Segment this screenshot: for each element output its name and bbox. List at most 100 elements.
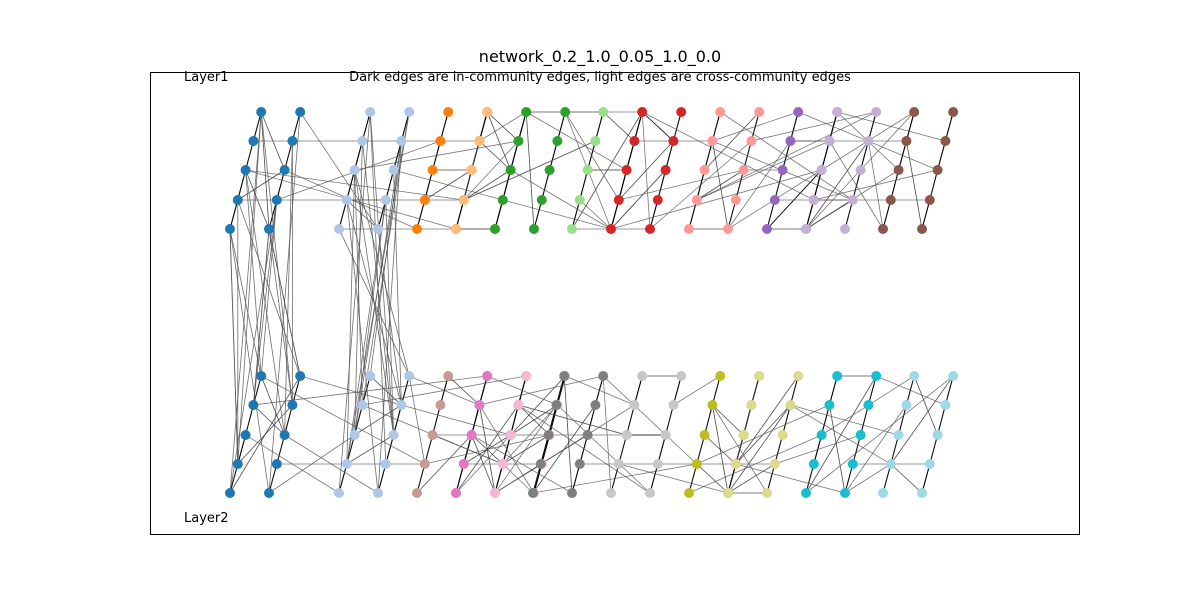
network-node [738,165,749,175]
cross-community-edge [424,434,550,465]
network-node [232,459,243,469]
in-community-edge [502,434,550,465]
cross-community-edge [727,140,791,230]
network-node [871,107,882,117]
network-node [598,371,609,381]
network-node [521,371,532,381]
network-node [762,488,772,498]
cross-community-edge [602,375,612,494]
in-community-edge [455,463,465,494]
in-community-edge [260,375,285,436]
cross-community-edge [299,111,379,230]
nodes-group [225,107,959,498]
in-community-edge [944,375,954,406]
cross-community-edge [774,434,861,465]
network-node [240,430,251,440]
network-node [419,459,430,469]
in-community-edge [882,463,892,494]
cross-community-edge [284,434,379,494]
network-node [567,224,577,234]
cross-community-edge [261,375,425,465]
cross-community-edge [532,463,697,494]
cross-community-edge [751,375,760,406]
network-node [746,136,757,146]
network-node [871,371,882,381]
in-community-edge [735,169,745,201]
in-community-edge [455,404,519,494]
network-node [878,224,888,234]
in-community-edge [867,375,877,406]
network-node [621,165,632,175]
cross-community-edge [868,140,884,230]
in-community-edge [704,111,760,171]
network-node [808,195,819,205]
network-node [668,136,679,146]
cross-community-edge [844,463,892,494]
figure-title: network_0.2_1.0_0.05_1.0_0.0 [478,47,722,66]
in-community-edge [766,169,822,230]
network-node [435,400,446,410]
cross-community-edge [696,404,830,465]
in-community-edge [245,140,254,171]
in-community-edge [510,375,566,436]
network-node [419,195,430,205]
in-community-edge [937,140,946,171]
network-node [793,107,804,117]
in-community-edge [618,434,628,465]
network-node [574,195,585,205]
in-community-edge [844,199,854,230]
in-community-edge [774,169,784,201]
network-node [443,371,454,381]
network-node [629,400,640,410]
in-community-edge [813,375,838,465]
network-node [295,107,306,117]
network-node [940,136,951,146]
network-node [777,165,788,175]
in-community-edge [245,404,254,436]
in-community-edge [284,404,293,436]
network-node [645,224,655,234]
in-community-edge [626,404,635,436]
inter-layer-edge [377,140,402,494]
in-community-edge [696,434,706,465]
in-community-edge [455,199,465,230]
network-node [730,195,741,205]
in-community-edge [563,375,573,494]
network-node [723,224,733,234]
inter-layer-edge [393,169,402,406]
network-node [824,400,835,410]
network-node [334,224,344,234]
in-community-edge [540,375,565,465]
network-node [365,371,376,381]
network-node [232,195,243,205]
cross-community-edge [610,169,666,230]
network-node [754,107,765,117]
cross-community-edge [602,375,698,465]
network-node [606,224,616,234]
network-node [559,371,570,381]
in-community-edge [361,375,371,406]
network-node [357,136,368,146]
plot-frame [150,72,1080,535]
network-node [769,459,780,469]
network-node [769,195,780,205]
in-community-edge [727,463,737,494]
in-community-edge [727,404,791,494]
network-node [793,371,804,381]
network-node [529,224,539,234]
in-community-edge [354,404,363,436]
in-community-edge [696,169,744,201]
cross-community-edge [408,375,426,465]
network-node [287,136,298,146]
cross-community-edge [409,375,480,406]
in-community-edge [774,434,784,465]
network-node [341,459,352,469]
in-community-edge [571,111,643,230]
network-node [801,224,811,234]
network-node [458,459,469,469]
network-node [684,488,694,498]
network-node [878,488,888,498]
network-node [552,136,563,146]
in-community-edge [268,199,278,230]
